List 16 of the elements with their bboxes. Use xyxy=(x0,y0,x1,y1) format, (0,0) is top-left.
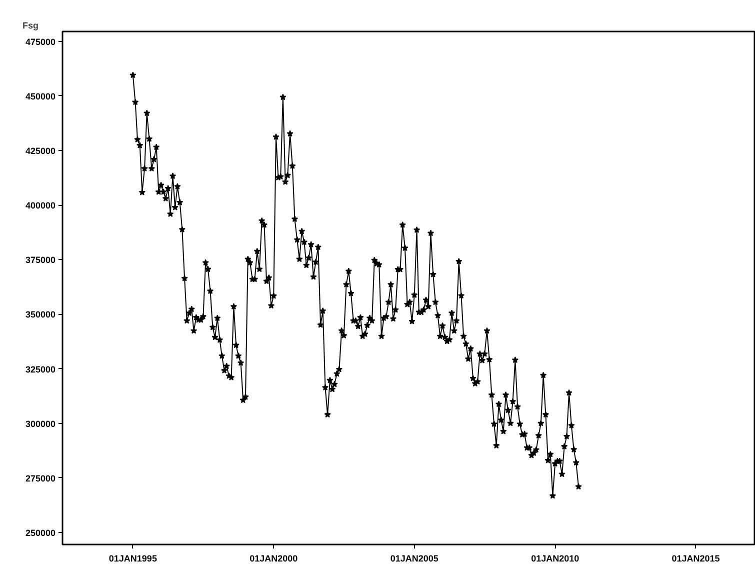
x-tick-label: 01JAN1995 xyxy=(108,554,157,564)
x-tick-label: 01JAN2010 xyxy=(531,554,580,564)
y-tick-label: 375000 xyxy=(25,255,56,266)
y-tick-label: 400000 xyxy=(25,200,56,211)
y-tick-label: 300000 xyxy=(25,418,56,429)
y-tick-label: 475000 xyxy=(25,36,56,47)
x-tick-label: 01JAN2000 xyxy=(250,554,298,564)
y-tick-label: 250000 xyxy=(25,528,56,538)
x-tick-label: 01JAN2015 xyxy=(672,554,720,564)
x-tick-label: 01JAN2005 xyxy=(390,554,438,564)
y-tick-label: 275000 xyxy=(25,473,56,484)
y-tick-label: 425000 xyxy=(25,146,56,156)
y-axis-title: Fsg xyxy=(22,20,39,30)
y-tick-label: 450000 xyxy=(25,91,56,102)
y-tick-label: 350000 xyxy=(25,310,56,320)
y-tick-label: 325000 xyxy=(25,364,56,374)
